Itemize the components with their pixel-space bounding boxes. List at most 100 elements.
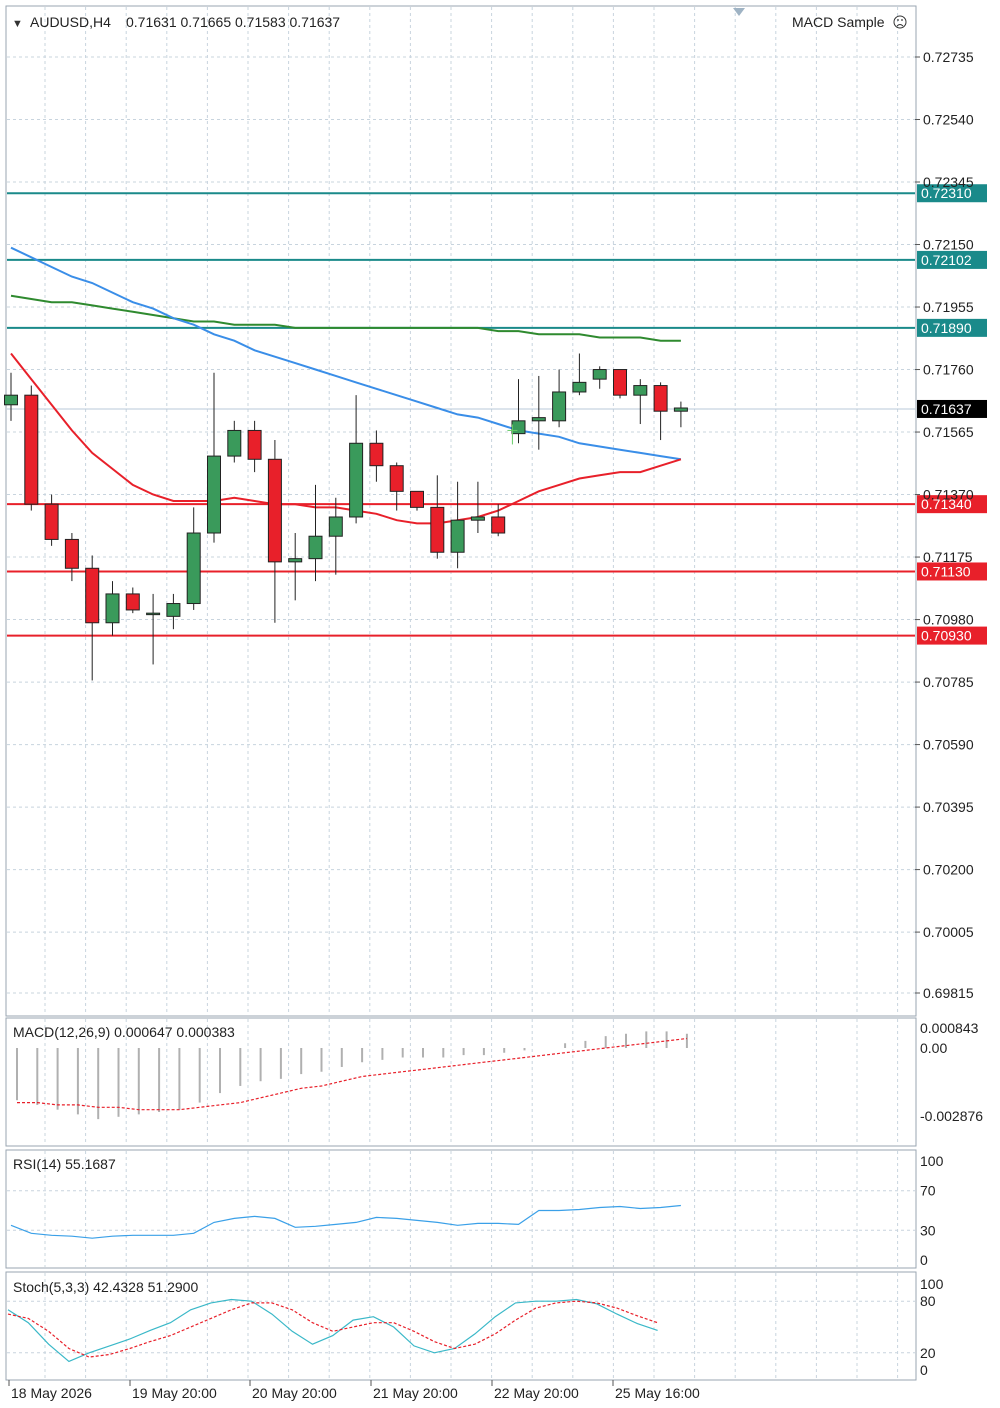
candle[interactable] xyxy=(430,475,445,559)
price-tick-label: 0.72150 xyxy=(923,237,974,253)
candle[interactable] xyxy=(44,494,59,546)
candle[interactable] xyxy=(288,533,303,601)
moving-average-line xyxy=(10,294,681,342)
level-price-tag xyxy=(917,562,987,581)
candle[interactable] xyxy=(450,481,465,569)
bearish-candle-body xyxy=(125,593,140,611)
price-tick-label: 0.71370 xyxy=(923,487,974,503)
price-tick-label: 0.70590 xyxy=(923,737,974,753)
bearish-candle-body xyxy=(267,458,282,563)
candle[interactable] xyxy=(673,401,688,428)
current-price-label: 0.71637 xyxy=(921,401,972,417)
levels-layer[interactable]: 0.72310 0.72102 0.71890 0.71340 0.71130 0.709… xyxy=(7,184,987,645)
bullish-candle-body xyxy=(308,535,323,560)
candle[interactable] xyxy=(592,366,607,389)
candle[interactable] xyxy=(105,581,120,636)
candle[interactable] xyxy=(146,593,161,665)
candle[interactable] xyxy=(267,440,282,623)
bullish-candle-body xyxy=(328,516,343,537)
candle[interactable] xyxy=(207,372,221,543)
candle[interactable] xyxy=(308,484,323,582)
bullish-candle-body xyxy=(673,407,688,412)
candles-layer[interactable] xyxy=(4,353,688,681)
bearish-candle-body xyxy=(369,442,384,467)
price-tick-label: 0.70980 xyxy=(923,612,974,628)
candle[interactable] xyxy=(531,375,546,450)
level-price-tag xyxy=(917,184,987,203)
stoch-title: Stoch(5,3,3) 42.4328 51.2900 xyxy=(13,1279,198,1295)
indicators-layer xyxy=(7,1031,688,1363)
candle[interactable] xyxy=(227,420,242,463)
bullish-candle-body xyxy=(288,558,303,563)
stoch-tick-label: 100 xyxy=(920,1276,944,1292)
candle[interactable] xyxy=(85,555,100,681)
bearish-candle-body xyxy=(64,538,79,569)
sad-face-icon[interactable] xyxy=(893,15,907,29)
price-tick-label: 0.70200 xyxy=(923,862,974,878)
bearish-candle-body xyxy=(613,369,627,396)
chart-shift-marker-icon[interactable] xyxy=(733,8,745,16)
candle[interactable] xyxy=(613,369,627,399)
candle[interactable] xyxy=(247,420,262,473)
bearish-candle-body xyxy=(247,429,262,460)
candle[interactable] xyxy=(328,497,343,575)
bearish-candle-body xyxy=(85,567,100,624)
candle[interactable] xyxy=(552,369,567,428)
ohlc-values: 0.71631 0.71665 0.71583 0.71637 xyxy=(126,14,340,30)
candle[interactable] xyxy=(410,490,424,511)
level-price-label: 0.71890 xyxy=(921,320,972,336)
rsi-tick-label: 70 xyxy=(920,1183,936,1199)
candle[interactable] xyxy=(349,395,364,524)
bullish-candle-body xyxy=(186,532,201,605)
candle[interactable] xyxy=(633,379,648,425)
bearish-candle-body xyxy=(430,506,445,553)
price-tick-label: 0.70005 xyxy=(923,924,974,940)
level-price-tag xyxy=(917,250,987,269)
bullish-candle-body xyxy=(552,391,567,422)
candle[interactable] xyxy=(572,353,587,396)
price-tick-label: 0.70785 xyxy=(923,674,974,690)
bearish-candle-body xyxy=(44,503,59,540)
bullish-candle-body xyxy=(450,519,465,553)
candle[interactable] xyxy=(653,382,668,441)
macd-signal-line xyxy=(17,1037,687,1111)
stoch-main-line xyxy=(7,1298,658,1363)
bearish-candle-body xyxy=(653,385,668,412)
price-tick-label: 0.71760 xyxy=(923,362,974,378)
candle[interactable] xyxy=(491,504,506,537)
bullish-candle-body xyxy=(470,516,485,521)
candle[interactable] xyxy=(125,587,140,614)
candle[interactable] xyxy=(186,507,201,610)
bullish-candle-body xyxy=(4,394,18,406)
candle[interactable] xyxy=(470,481,485,534)
bearish-candle-body xyxy=(24,394,39,505)
price-tick-label: 0.70395 xyxy=(923,799,974,815)
moving-average-line xyxy=(10,352,682,525)
price-tick-label: 0.72540 xyxy=(923,112,974,128)
dropdown-arrow-icon[interactable]: ▼ xyxy=(12,18,23,30)
moving-average-line xyxy=(10,246,682,461)
bearish-candle-body xyxy=(410,490,424,508)
candle[interactable] xyxy=(24,385,39,511)
candle[interactable] xyxy=(166,593,181,630)
rsi-tick-label: 100 xyxy=(920,1153,944,1169)
candle[interactable] xyxy=(369,430,384,482)
level-price-label: 0.72102 xyxy=(921,252,972,268)
candle[interactable] xyxy=(64,533,79,582)
candle[interactable] xyxy=(389,462,404,511)
macd-tick-label: 0.000843 xyxy=(920,1020,979,1036)
stoch-tick-label: 20 xyxy=(920,1345,936,1361)
level-price-tag xyxy=(917,495,987,514)
macd-tick-label: -0.002876 xyxy=(920,1108,983,1124)
macd-title: MACD(12,26,9) 0.000647 0.000383 xyxy=(13,1024,235,1040)
time-tick-label: 20 May 20:00 xyxy=(252,1385,337,1401)
axis-layer: 0.72735 0.72540 0.72345 0.72150 0.71955 0.717… xyxy=(8,49,983,1401)
candle[interactable] xyxy=(4,372,18,421)
time-tick-label: 18 May 2026 xyxy=(11,1385,92,1401)
level-price-label: 0.70930 xyxy=(921,628,972,644)
current-price-tag xyxy=(917,399,987,418)
price-tick-label: 0.71565 xyxy=(923,424,974,440)
time-tick-label: 21 May 20:00 xyxy=(373,1385,458,1401)
